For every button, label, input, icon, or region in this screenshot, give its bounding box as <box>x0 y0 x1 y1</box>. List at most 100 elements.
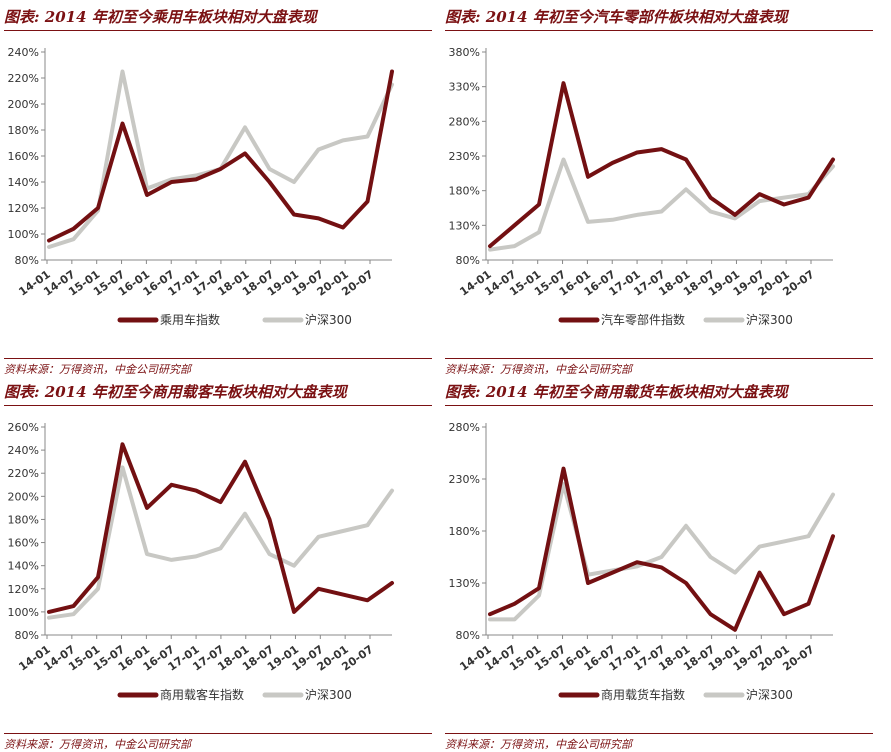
title-divider <box>4 30 432 31</box>
y-tick-label: 120% <box>8 583 39 596</box>
data-point <box>268 552 271 556</box>
data-point <box>709 612 712 616</box>
data-point <box>488 244 492 248</box>
sector-index-line <box>47 69 394 243</box>
data-point <box>96 575 100 579</box>
data-point <box>317 148 320 151</box>
y-tick-label: 80% <box>15 254 39 267</box>
y-tick-label: 180% <box>8 513 39 526</box>
data-point <box>807 602 810 606</box>
sector-index-line <box>488 466 835 632</box>
data-point <box>709 209 712 213</box>
data-point <box>611 161 614 165</box>
data-point <box>733 571 737 575</box>
data-point <box>366 200 369 203</box>
data-point <box>317 587 320 591</box>
data-point <box>488 612 492 616</box>
data-point <box>758 199 761 203</box>
y-tick-label: 220% <box>8 72 39 85</box>
y-tick-label: 230% <box>449 473 480 486</box>
chart-title: 图表: 2014 年初至今商用载货车板块相对大盘表现 <box>445 383 788 401</box>
line-chart: 80%130%180%230%280%330%380%14-0114-0715-… <box>449 46 835 327</box>
data-point <box>121 465 124 469</box>
data-point <box>145 506 149 510</box>
data-point <box>513 223 516 227</box>
data-point <box>194 174 198 177</box>
y-tick-label: 80% <box>456 254 480 267</box>
y-tick-label: 240% <box>8 46 39 59</box>
y-tick-label: 160% <box>8 537 39 550</box>
legend-label: 汽车零部件指数 <box>601 312 685 327</box>
y-tick-label: 330% <box>449 81 480 94</box>
data-point <box>488 248 492 252</box>
line-chart: 80%100%120%140%160%180%200%220%240%14-01… <box>8 46 394 327</box>
y-tick-label: 220% <box>8 467 39 480</box>
data-point <box>611 218 614 222</box>
y-tick-label: 140% <box>8 560 39 573</box>
data-point <box>513 602 516 606</box>
title-divider <box>445 30 873 31</box>
data-point <box>733 628 737 632</box>
data-point <box>268 517 271 521</box>
data-point <box>145 552 149 556</box>
data-point <box>513 617 516 621</box>
source-divider <box>4 358 432 359</box>
y-tick-label: 130% <box>449 577 480 590</box>
y-tick-label: 80% <box>456 629 480 642</box>
y-tick-label: 180% <box>8 124 39 137</box>
data-point <box>562 81 565 85</box>
source-note: 资料来源：万得资讯，中金公司研究部 <box>4 738 191 751</box>
source-divider <box>445 358 873 359</box>
data-point <box>562 482 565 486</box>
data-point <box>341 593 345 597</box>
data-point <box>243 460 247 464</box>
chart-panel-bus: 图表: 2014 年初至今商用载客车板块相对大盘表现 80% 100% 120% 14… <box>0 375 436 751</box>
data-point <box>390 581 394 585</box>
data-point <box>292 564 296 568</box>
data-point <box>219 500 222 504</box>
data-point <box>807 196 810 200</box>
legend-label: 沪深300 <box>305 688 352 702</box>
data-point <box>758 571 761 575</box>
data-point <box>782 203 786 207</box>
line-chart: 80%130%180%230%280%14-0114-0715-0115-071… <box>449 421 835 702</box>
data-point <box>292 213 296 216</box>
data-point <box>72 604 75 608</box>
data-point <box>684 524 688 528</box>
chart-panel-truck: 图表: 2014 年初至今商用载货车板块相对大盘表现 80% 130% 180% 23… <box>441 375 877 751</box>
data-point <box>170 558 173 562</box>
data-point <box>317 535 320 539</box>
data-point <box>390 489 394 493</box>
data-point <box>635 151 639 155</box>
data-point <box>72 227 75 231</box>
source-note: 资料来源：万得资讯，中金公司研究部 <box>4 363 191 376</box>
y-tick-label: 180% <box>449 185 480 198</box>
data-point <box>390 70 394 73</box>
data-point <box>831 164 835 168</box>
source-divider <box>4 733 432 734</box>
data-point <box>366 135 369 138</box>
data-point <box>537 593 541 597</box>
data-point <box>47 610 51 614</box>
data-point <box>341 138 345 142</box>
data-point <box>170 483 173 487</box>
chart-title: 图表: 2014 年初至今汽车零部件板块相对大盘表现 <box>445 8 788 26</box>
y-tick-label: 200% <box>8 98 39 111</box>
data-point <box>243 151 247 155</box>
data-point <box>292 180 296 184</box>
data-point <box>121 442 124 446</box>
y-tick-label: 120% <box>8 202 39 215</box>
legend-label: 沪深300 <box>305 313 352 327</box>
data-point <box>537 230 541 234</box>
data-point <box>733 216 737 220</box>
data-point <box>660 555 663 559</box>
y-tick-label: 160% <box>8 150 39 163</box>
data-point <box>684 187 688 191</box>
data-point <box>72 612 75 616</box>
data-point <box>660 147 663 151</box>
y-tick-label: 200% <box>8 490 39 503</box>
data-point <box>537 586 541 590</box>
data-point <box>807 534 810 538</box>
chart-panel-passenger-car: 图表: 2014 年初至今乘用车板块相对大盘表现 80% 100% 120% 140%… <box>0 0 436 376</box>
data-point <box>219 167 222 171</box>
